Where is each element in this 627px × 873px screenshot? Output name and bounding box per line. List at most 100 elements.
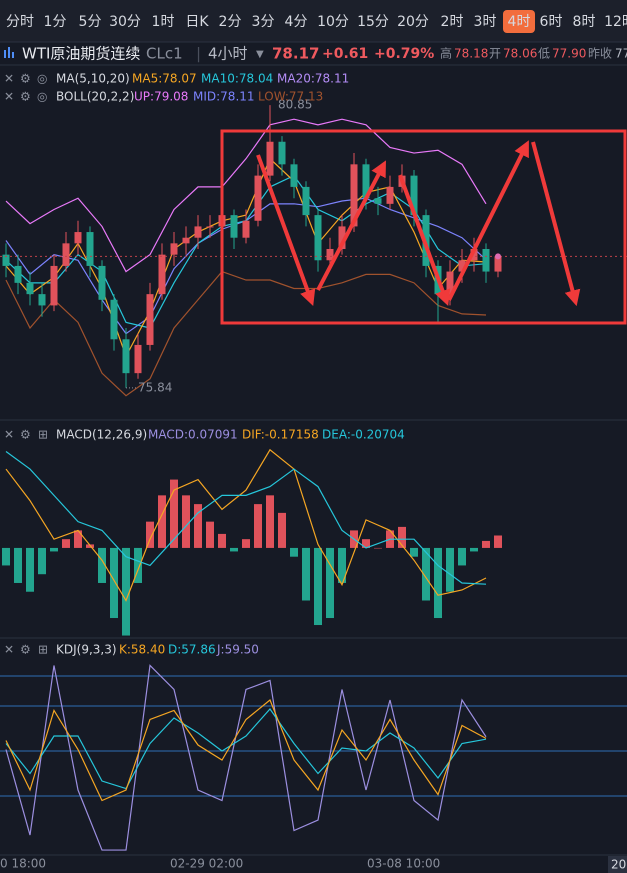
- macd-bar: [266, 495, 274, 548]
- indicator-line: [5, 448, 487, 602]
- prev-label: 昨收: [588, 47, 612, 61]
- interval-tab[interactable]: 3时: [474, 14, 497, 30]
- period[interactable]: 4小时: [208, 45, 248, 63]
- kdj-label: KDJ(9,3,3): [56, 643, 117, 657]
- interval-tab[interactable]: 1时: [152, 14, 175, 30]
- time-axis: 0 18:00 02-29 02:00 03-08 10:00 20: [0, 856, 627, 873]
- candle-body: [482, 248, 490, 272]
- candle-body: [74, 232, 82, 244]
- toolbar-items: 分时 1分 5分 30分 1时 日K 2分 3分 4分 10分 15分 20分 2时 3时 4时 6时 8时 12…: [6, 10, 627, 33]
- macd-bar: [206, 521, 214, 548]
- candle-body: [350, 164, 358, 227]
- macd-value: DIF:-0.17158: [242, 428, 319, 442]
- candle-body: [110, 299, 118, 340]
- ma-value: MA5:78.07: [132, 72, 197, 86]
- macd-label: MACD(12,26,9): [56, 428, 147, 442]
- expand-icon[interactable]: ⊞: [38, 428, 48, 442]
- interval-tab[interactable]: 2时: [441, 14, 464, 30]
- legend-boll: ✕ ⚙ ◎ BOLL(20,2,2) UP:79.08 MID:78.11 LO…: [4, 90, 323, 104]
- indicator-line: [5, 698, 487, 802]
- time-label: 0 18:00: [0, 857, 46, 871]
- macd-bar: [254, 504, 262, 548]
- time-label: 03-08 10:00: [367, 857, 440, 871]
- high-label: 高: [440, 46, 452, 61]
- candle-body: [242, 220, 250, 238]
- macd-bar: [458, 547, 466, 566]
- candle-body: [146, 294, 154, 345]
- candle-body: [494, 256, 502, 272]
- macd-bar: [374, 547, 382, 549]
- macd-bar: [158, 495, 166, 548]
- interval-tab[interactable]: 30分: [109, 14, 141, 30]
- interval-tab[interactable]: 日K: [185, 14, 209, 30]
- high: 78.18: [454, 47, 488, 61]
- indicator-line: [5, 708, 487, 790]
- close-icon[interactable]: ✕: [4, 72, 14, 86]
- close-icon[interactable]: ✕: [4, 428, 14, 442]
- legend-ma: ✕ ⚙ ◎ MA(5,10,20) MA5:78.07 MA10:78.04 M…: [4, 72, 349, 86]
- macd-bar: [290, 547, 298, 557]
- interval-tab[interactable]: 4时: [508, 14, 531, 30]
- interval-tab[interactable]: 1分: [44, 14, 67, 30]
- close-icon[interactable]: ✕: [4, 643, 14, 657]
- candle-body: [254, 175, 262, 221]
- interval-tab[interactable]: 2分: [219, 14, 242, 30]
- macd-bar: [446, 547, 454, 592]
- candle-body: [2, 254, 10, 266]
- interval-tab[interactable]: 3分: [252, 14, 275, 30]
- price: 78.17: [272, 45, 319, 63]
- candle-body: [182, 237, 190, 244]
- interval-tab[interactable]: 8时: [573, 14, 596, 30]
- interval-tab[interactable]: 15分: [357, 14, 389, 30]
- macd-bar: [14, 547, 22, 583]
- prev: 77: [615, 47, 627, 61]
- macd-bar: [170, 479, 178, 548]
- macd-bar: [422, 547, 430, 601]
- min-label: 75.84: [138, 380, 172, 394]
- macd-bar: [362, 539, 370, 548]
- candle-body: [158, 254, 166, 295]
- candle-body: [26, 282, 34, 295]
- candle-body: [14, 265, 22, 283]
- candle-body: [290, 164, 298, 187]
- active-tab: [503, 10, 535, 33]
- time-edge-label: 20: [611, 858, 626, 872]
- macd-bar: [410, 547, 418, 557]
- interval-tab[interactable]: 分时: [6, 14, 34, 30]
- close-icon[interactable]: ✕: [4, 90, 14, 104]
- macd-bar: [110, 547, 118, 619]
- dropdown[interactable]: ▼: [256, 49, 264, 60]
- interval-tab[interactable]: 4分: [285, 14, 308, 30]
- settings-icon[interactable]: ⚙: [20, 90, 31, 104]
- arrow: [531, 141, 581, 307]
- interval-tab[interactable]: 20分: [397, 14, 429, 30]
- interval-tab[interactable]: 5分: [79, 14, 102, 30]
- indicator-line: [5, 118, 487, 273]
- macd-bar: [182, 495, 190, 548]
- eye-icon[interactable]: ◎: [37, 90, 47, 104]
- macd-bar: [26, 547, 34, 592]
- macd-value: DEA:-0.20704: [322, 428, 405, 442]
- macd-bar: [398, 526, 406, 548]
- candle-body: [86, 232, 94, 266]
- interval-tab[interactable]: 10分: [317, 14, 349, 30]
- macd-bar: [494, 535, 502, 548]
- settings-icon[interactable]: ⚙: [20, 643, 31, 657]
- interval-tab[interactable]: 12时: [604, 14, 627, 30]
- candle-body: [446, 271, 454, 295]
- low: 77.90: [552, 47, 586, 61]
- macd-bar: [50, 547, 58, 552]
- legend-macd: ✕ ⚙ ⊞ MACD(12,26,9) MACD:0.07091 DIF:-0.…: [4, 428, 405, 442]
- expand-icon[interactable]: ⊞: [38, 643, 48, 657]
- candle-body: [206, 226, 214, 228]
- arrow: [316, 160, 386, 291]
- candle-body: [338, 226, 346, 249]
- interval-tab[interactable]: 6时: [540, 14, 563, 30]
- candle-body: [230, 215, 238, 238]
- open-label: 开: [489, 47, 501, 61]
- settings-icon[interactable]: ⚙: [20, 428, 31, 442]
- eye-icon[interactable]: ◎: [37, 72, 47, 86]
- settings-icon[interactable]: ⚙: [20, 72, 31, 86]
- chart-icon: [4, 47, 14, 58]
